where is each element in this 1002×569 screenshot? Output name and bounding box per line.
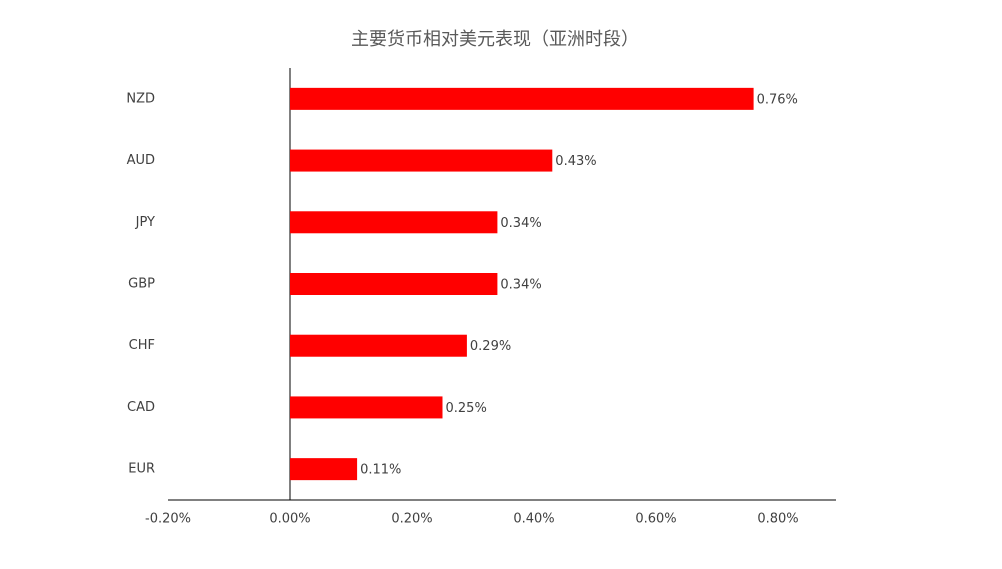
value-label: 0.76% xyxy=(757,92,798,107)
bar xyxy=(290,211,498,234)
x-tick-label: 0.00% xyxy=(269,512,310,527)
x-tick-label: 0.80% xyxy=(757,512,798,527)
value-label: 0.11% xyxy=(360,463,401,478)
y-tick-label: AUD xyxy=(127,153,155,168)
value-label: 0.25% xyxy=(446,401,487,416)
y-tick-label: CAD xyxy=(127,400,155,415)
x-tick-label: 0.40% xyxy=(513,512,554,527)
bar xyxy=(290,273,498,295)
y-tick-label: CHF xyxy=(129,338,155,353)
x-tick-label: -0.20% xyxy=(145,512,191,527)
y-tick-label: NZD xyxy=(126,91,155,106)
x-tick-label: 0.60% xyxy=(635,512,676,527)
chart-title: 主要货币相对美元表现（亚洲时段） xyxy=(351,29,639,50)
bar xyxy=(290,458,358,481)
bar xyxy=(290,396,443,419)
y-tick-label: JPY xyxy=(135,215,155,230)
value-label: 0.34% xyxy=(500,278,541,293)
bar xyxy=(290,149,553,172)
bar xyxy=(290,334,467,357)
value-label: 0.34% xyxy=(500,216,541,231)
x-tick-label: 0.20% xyxy=(391,512,432,527)
y-tick-label: GBP xyxy=(128,277,155,292)
y-tick-label: EUR xyxy=(128,462,155,477)
value-label: 0.43% xyxy=(555,154,596,169)
value-label: 0.29% xyxy=(470,339,511,354)
bar xyxy=(290,87,754,110)
